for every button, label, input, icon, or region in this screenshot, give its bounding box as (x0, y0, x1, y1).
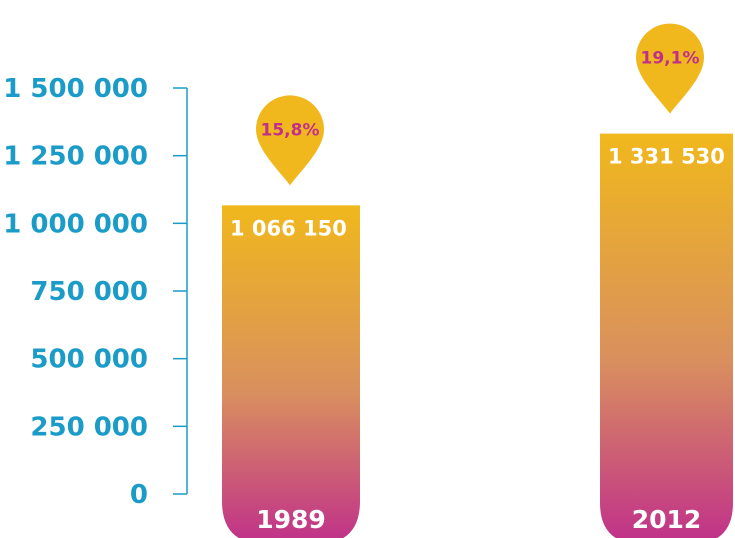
y-tick-label: 1 500 000 (3, 74, 148, 104)
y-tick-label: 500 000 (30, 345, 148, 375)
y-tick-label: 1 250 000 (3, 142, 148, 172)
percentage-label: 19,1% (641, 49, 700, 69)
y-tick-label: 0 (130, 480, 148, 510)
bar-2012 (600, 133, 733, 538)
bars: 1 066 150 1989 15,8% 1 331 530 2012 19,1% (222, 23, 733, 538)
y-tick-label: 250 000 (30, 412, 148, 442)
percentage-marker-icon (256, 95, 324, 186)
y-axis: 0 250 000 500 000 750 000 1 000 000 1 250 000… (3, 74, 188, 510)
category-label: 2012 (632, 505, 702, 534)
percentage-label: 15,8% (261, 120, 320, 140)
bar-value-label: 1 066 150 (230, 216, 347, 240)
y-tick-label: 750 000 (30, 277, 148, 307)
y-tick-label: 1 000 000 (3, 209, 148, 239)
bar-1989 (222, 205, 360, 538)
category-label: 1989 (256, 505, 326, 534)
bar-value-label: 1 331 530 (608, 145, 725, 169)
percentage-marker-icon (636, 23, 704, 114)
